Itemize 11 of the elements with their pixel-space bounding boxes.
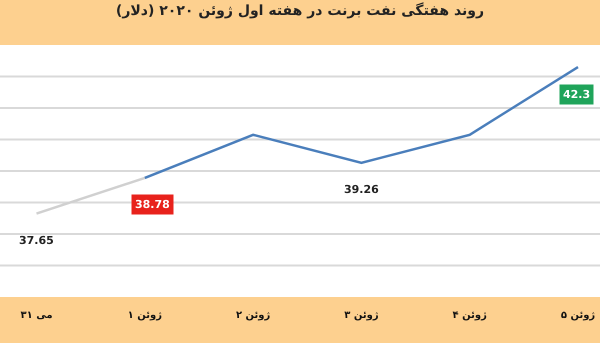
x-tick-label: ۱ ژوئن: [128, 310, 162, 321]
data-label: 42.3: [563, 88, 590, 101]
x-tick-label: ۵ ژوئن: [560, 310, 596, 321]
x-tick-label: ۳ ژوئن: [344, 310, 379, 321]
x-tick-label: ۴ ژوئن: [452, 310, 488, 321]
x-tick-label: ۲ ژوئن: [236, 310, 270, 321]
data-label: 38.78: [135, 198, 170, 211]
data-label: 37.65: [19, 234, 54, 247]
data-label: 39.26: [344, 183, 380, 196]
x-tick-label: ۳۱ می: [20, 310, 53, 321]
chart-title: روند هفتگی نفت برنت در هفته اول ژوئن ۲۰۲۰ (دلار): [116, 2, 484, 19]
